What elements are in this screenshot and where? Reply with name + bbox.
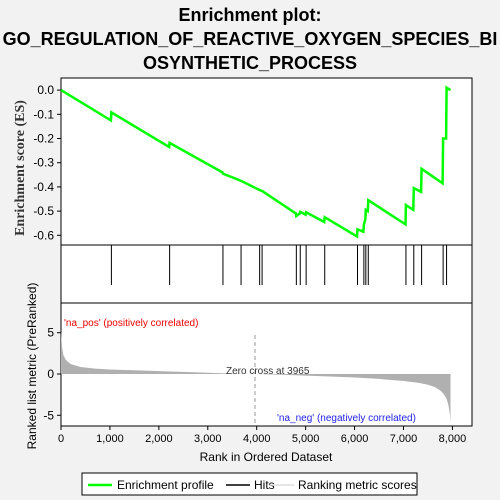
x-tick-label: 8,000 xyxy=(439,433,467,445)
title-line-2: GO_REGULATION_OF_REACTIVE_OXYGEN_SPECIES… xyxy=(2,29,498,49)
hits-marks xyxy=(110,245,448,285)
metric-axis-label: Ranked list metric (PreRanked) xyxy=(25,283,39,450)
x-tick-label: 4,000 xyxy=(243,433,271,445)
x-tick-label: 7,000 xyxy=(390,433,418,445)
metric-tick-label: 5 xyxy=(47,326,54,340)
x-tick-label: 0 xyxy=(58,433,64,445)
es-tick-label: -0.2 xyxy=(33,132,54,146)
es-tick-label: -0.6 xyxy=(33,228,54,242)
hits-panel xyxy=(60,244,473,304)
zero-cross-label: Zero cross at 3965 xyxy=(226,366,310,377)
es-tick-label: -0.3 xyxy=(33,156,54,170)
legend-hits-label: Hits xyxy=(254,478,275,492)
pos-label: 'na_pos' (positively correlated) xyxy=(64,318,198,329)
legend-box xyxy=(81,472,418,496)
metric-y-axis: 5 0 -5 xyxy=(43,326,61,422)
metric-tick-label: 0 xyxy=(47,367,54,381)
x-tick-label: 6,000 xyxy=(341,433,369,445)
es-axis-label: Enrichment score (ES) xyxy=(13,100,28,236)
x-axis-label: Rank in Ordered Dataset xyxy=(200,450,333,464)
x-axis: 0 1,000 2,000 3,000 4,000 5,000 6,000 7,000 8,00… xyxy=(58,426,466,445)
metric-panel xyxy=(60,302,473,427)
neg-label: 'na_neg' (negatively correlated) xyxy=(277,413,416,424)
es-tick-label: 0.0 xyxy=(37,83,54,97)
enrichment-profile-line xyxy=(60,85,452,239)
x-tick-label: 1,000 xyxy=(96,433,124,445)
es-y-axis: 0.0 -0.1 -0.2 -0.3 -0.4 -0.5 -0.6 xyxy=(33,83,61,242)
x-tick-label: 3,000 xyxy=(194,433,222,445)
es-tick-label: -0.1 xyxy=(33,107,54,121)
es-tick-label: -0.5 xyxy=(33,204,54,218)
title-line-1: Enrichment plot: xyxy=(178,5,322,25)
legend-metric-label: Ranking metric scores xyxy=(298,478,417,492)
es-panel xyxy=(60,77,473,246)
x-tick-label: 2,000 xyxy=(145,433,173,445)
chart-title: Enrichment plot: GO_REGULATION_OF_REACTI… xyxy=(0,3,500,75)
ranking-metric-area xyxy=(61,331,451,424)
title-line-3: OSYNTHETIC_PROCESS xyxy=(142,53,358,73)
es-tick-label: -0.4 xyxy=(33,180,54,194)
metric-tick-label: -5 xyxy=(43,408,54,422)
x-tick-label: 5,000 xyxy=(292,433,320,445)
legend-profile-label: Enrichment profile xyxy=(117,478,214,492)
